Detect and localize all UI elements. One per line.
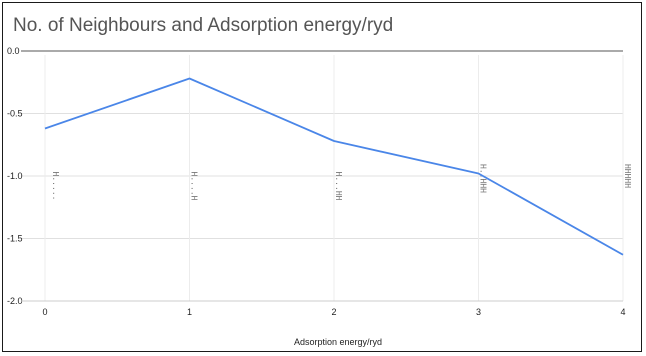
y-tick-label: -0.5 xyxy=(7,109,23,119)
x-tick-label: 2 xyxy=(331,307,336,317)
y-tick-label: -1.0 xyxy=(7,171,23,181)
annotation-label: HHHHH xyxy=(623,164,632,188)
chart-title: No. of Neighbours and Adsorption energy/… xyxy=(13,15,394,36)
y-tick-label: 0.0 xyxy=(7,46,20,56)
annotation-label: H....H xyxy=(190,172,199,201)
annotation-label: H..HHH xyxy=(479,164,488,193)
line-chart: 0.0 -0.5 -1.0 -1.5 -2.0 0 1 2 3 4 H..... H....H H...… xyxy=(7,46,632,347)
annotation-label: H..... xyxy=(51,172,60,201)
chart-frame: No. of Neighbours and Adsorption energy/… xyxy=(2,2,642,352)
x-tick-label: 0 xyxy=(42,307,47,317)
x-axis-title: Adsorption energy/ryd xyxy=(294,337,382,347)
series-line xyxy=(44,77,624,256)
y-tick-label: -2.0 xyxy=(7,296,23,306)
x-tick-label: 3 xyxy=(476,307,481,317)
y-tick-label: -1.5 xyxy=(7,234,23,244)
x-tick-label: 1 xyxy=(187,307,192,317)
annotation-label: H...HH xyxy=(334,172,343,201)
x-tick-label: 4 xyxy=(620,307,625,317)
